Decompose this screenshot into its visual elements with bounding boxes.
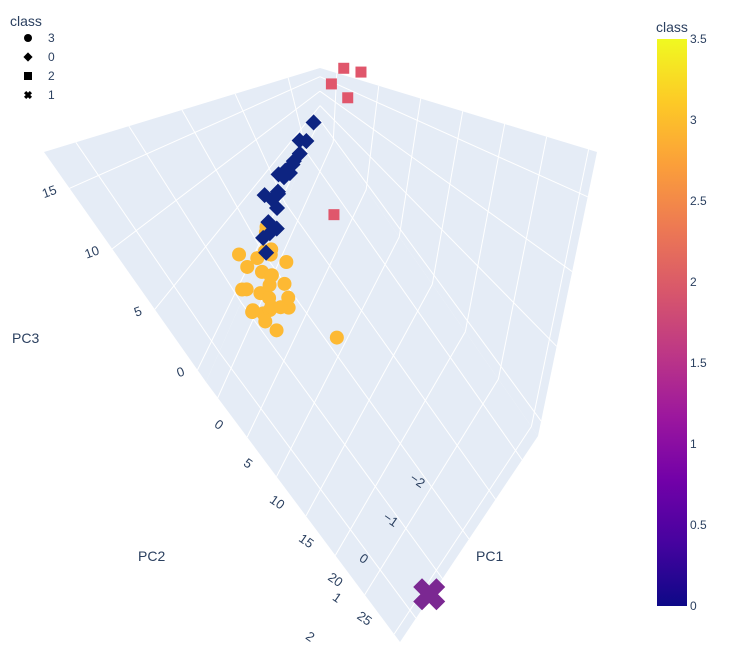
data-point-class-3 — [281, 291, 295, 305]
legend-symbol-diamond — [23, 52, 32, 61]
legend-symbol-x — [24, 91, 32, 99]
x-tick-label: 25 — [354, 608, 374, 629]
data-point-class-3 — [240, 282, 254, 296]
colorbar-tick-label: 0.5 — [690, 518, 707, 532]
data-point-class-3 — [232, 247, 246, 261]
data-point-class-3 — [264, 269, 278, 283]
legend-symbol-square — [24, 72, 32, 80]
data-point-class-2 — [338, 63, 349, 74]
legend-item-2[interactable]: 2 — [24, 69, 55, 83]
z-axis-title: PC3 — [12, 330, 39, 346]
data-point-class-3 — [246, 303, 260, 317]
data-point-class-3 — [240, 260, 254, 274]
colorbar-tick-label: 0 — [690, 599, 697, 613]
legend-label: 2 — [48, 69, 55, 83]
x-tick-label: 0 — [212, 416, 227, 432]
legend-item-0[interactable]: 0 — [23, 50, 55, 64]
colorbar-tick-label: 2.5 — [690, 194, 707, 208]
colorbar-gradient — [657, 39, 687, 606]
colorbar-tick-label: 3.5 — [690, 32, 707, 46]
colorbar: class 0 0.5 1 1.5 2 2.5 3 3.5 — [656, 19, 707, 613]
z-tick-label: 5 — [132, 303, 144, 320]
legend-label: 1 — [48, 88, 55, 102]
data-point-class-2 — [355, 67, 366, 78]
y-axis-title: PC2 — [138, 548, 165, 564]
y-tick-label: 2 — [303, 628, 318, 644]
data-point-class-3 — [330, 331, 344, 345]
legend-item-1[interactable]: 1 — [24, 88, 55, 102]
z-tick-label: 0 — [175, 364, 187, 381]
y-tick-label: 1 — [330, 589, 345, 605]
data-point-class-3 — [270, 323, 284, 337]
data-point-class-3 — [262, 291, 276, 305]
data-point-class-3 — [277, 277, 291, 291]
z-tick-label: 15 — [40, 182, 59, 201]
legend-label: 3 — [48, 31, 55, 45]
x-tick-label: 15 — [296, 530, 316, 551]
legend-label: 0 — [48, 50, 55, 64]
colorbar-tick-label: 3 — [690, 113, 697, 127]
data-point-class-2 — [342, 92, 353, 103]
legend-symbol-x-shape — [24, 91, 32, 99]
legend-symbol-circle — [24, 34, 32, 42]
legend-item-3[interactable]: 3 — [24, 31, 55, 45]
data-point-class-3 — [279, 255, 293, 269]
x-tick-label: 10 — [267, 492, 287, 513]
colorbar-tick-label: 2 — [690, 275, 697, 289]
colorbar-title: class — [656, 19, 688, 35]
legend[interactable]: class 3 0 2 1 — [10, 13, 55, 102]
z-tick-label: 10 — [83, 243, 102, 262]
data-point-class-3 — [258, 314, 272, 328]
data-point-class-2 — [328, 209, 339, 220]
x-tick-label: 5 — [241, 455, 256, 471]
colorbar-tick-label: 1 — [690, 437, 697, 451]
x-tick-label: 20 — [325, 569, 345, 590]
legend-title: class — [10, 13, 42, 29]
data-point-class-2 — [326, 78, 337, 89]
x-axis-title: PC1 — [476, 548, 503, 564]
colorbar-tick-label: 1.5 — [690, 356, 707, 370]
